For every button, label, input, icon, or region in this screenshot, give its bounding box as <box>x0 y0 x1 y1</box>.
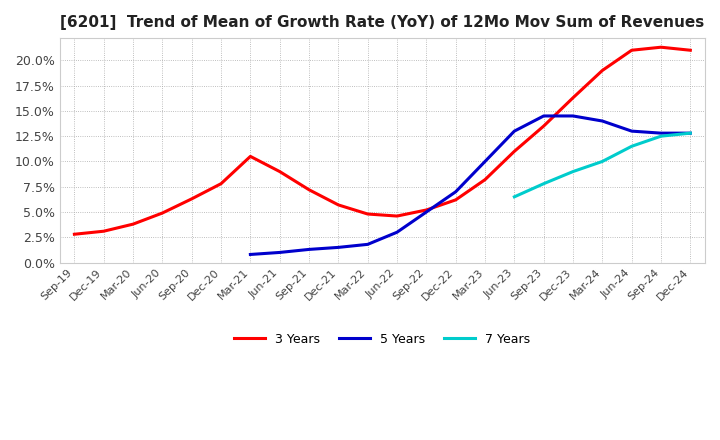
5 Years <box>539 114 548 119</box>
5 Years <box>569 114 577 119</box>
7 Years <box>627 143 636 149</box>
7 Years <box>569 169 577 174</box>
3 Years <box>422 207 431 213</box>
Line: 7 Years: 7 Years <box>514 133 690 197</box>
5 Years <box>598 118 607 124</box>
Legend: 3 Years, 5 Years, 7 Years: 3 Years, 5 Years, 7 Years <box>229 327 536 351</box>
3 Years <box>70 231 78 237</box>
3 Years <box>598 68 607 73</box>
3 Years <box>569 95 577 100</box>
7 Years <box>598 159 607 164</box>
Title: [6201]  Trend of Mean of Growth Rate (YoY) of 12Mo Mov Sum of Revenues: [6201] Trend of Mean of Growth Rate (YoY… <box>60 15 704 30</box>
3 Years <box>451 197 460 202</box>
3 Years <box>334 202 343 208</box>
3 Years <box>481 177 490 182</box>
5 Years <box>305 247 313 252</box>
5 Years <box>422 209 431 215</box>
3 Years <box>187 196 196 202</box>
3 Years <box>217 181 225 186</box>
5 Years <box>275 250 284 255</box>
5 Years <box>334 245 343 250</box>
3 Years <box>657 44 665 50</box>
3 Years <box>392 213 401 219</box>
Line: 5 Years: 5 Years <box>251 116 690 254</box>
5 Years <box>364 242 372 247</box>
3 Years <box>686 48 695 53</box>
5 Years <box>481 159 490 164</box>
3 Years <box>129 221 138 227</box>
7 Years <box>539 181 548 186</box>
5 Years <box>451 189 460 194</box>
3 Years <box>364 211 372 216</box>
3 Years <box>627 48 636 53</box>
5 Years <box>246 252 255 257</box>
3 Years <box>539 124 548 129</box>
3 Years <box>246 154 255 159</box>
7 Years <box>510 194 518 199</box>
5 Years <box>627 128 636 134</box>
3 Years <box>275 169 284 174</box>
5 Years <box>657 131 665 136</box>
5 Years <box>392 230 401 235</box>
3 Years <box>510 149 518 154</box>
3 Years <box>305 187 313 192</box>
Line: 3 Years: 3 Years <box>74 47 690 234</box>
7 Years <box>686 131 695 136</box>
5 Years <box>686 131 695 136</box>
7 Years <box>657 133 665 139</box>
3 Years <box>99 228 108 234</box>
3 Years <box>158 210 167 216</box>
5 Years <box>510 128 518 134</box>
